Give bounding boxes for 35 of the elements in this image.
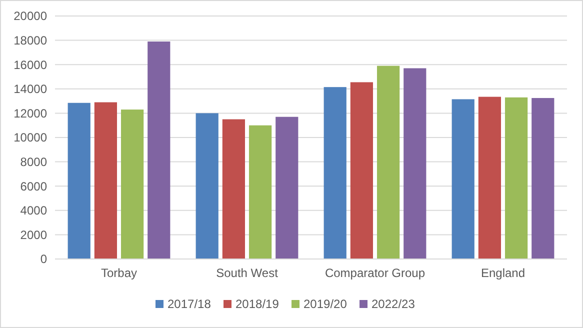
bar bbox=[504, 97, 528, 259]
y-tick-label: 12000 bbox=[14, 106, 48, 120]
bar bbox=[324, 87, 346, 259]
y-tick-label: 8000 bbox=[20, 155, 48, 169]
legend-label: 2022/23 bbox=[372, 297, 416, 312]
bar bbox=[248, 125, 272, 259]
y-tick-label: 18000 bbox=[14, 34, 48, 48]
bar bbox=[68, 102, 90, 259]
y-tick-label: 14000 bbox=[14, 82, 48, 96]
y-tick-label: 10000 bbox=[14, 130, 48, 145]
y-tick-label: 0 bbox=[40, 252, 48, 266]
bar bbox=[120, 110, 144, 259]
legend-label: 2018/19 bbox=[236, 297, 280, 312]
bar bbox=[452, 99, 474, 259]
x-tick-label: Torbay bbox=[100, 266, 138, 280]
bar bbox=[532, 98, 554, 259]
y-tick-label: 2000 bbox=[20, 228, 48, 242]
y-tick-label: 6000 bbox=[20, 179, 48, 194]
y-tick-label: 4000 bbox=[20, 204, 48, 218]
bar bbox=[350, 82, 374, 259]
x-tick-label: England bbox=[480, 266, 526, 280]
y-tick-label: 20000 bbox=[14, 9, 48, 24]
x-tick-label: South West bbox=[216, 266, 279, 280]
bar bbox=[478, 96, 502, 259]
bar bbox=[376, 66, 400, 259]
legend-label: 2019/20 bbox=[304, 297, 348, 312]
x-tick-label: Comparator Group bbox=[324, 266, 426, 280]
bar bbox=[148, 42, 170, 259]
bar bbox=[196, 113, 218, 259]
bar bbox=[404, 68, 426, 259]
bar bbox=[276, 116, 298, 259]
legend-label: 2017/18 bbox=[168, 297, 212, 312]
bar bbox=[94, 102, 118, 259]
bar bbox=[222, 119, 246, 259]
y-tick-label: 16000 bbox=[14, 58, 48, 72]
